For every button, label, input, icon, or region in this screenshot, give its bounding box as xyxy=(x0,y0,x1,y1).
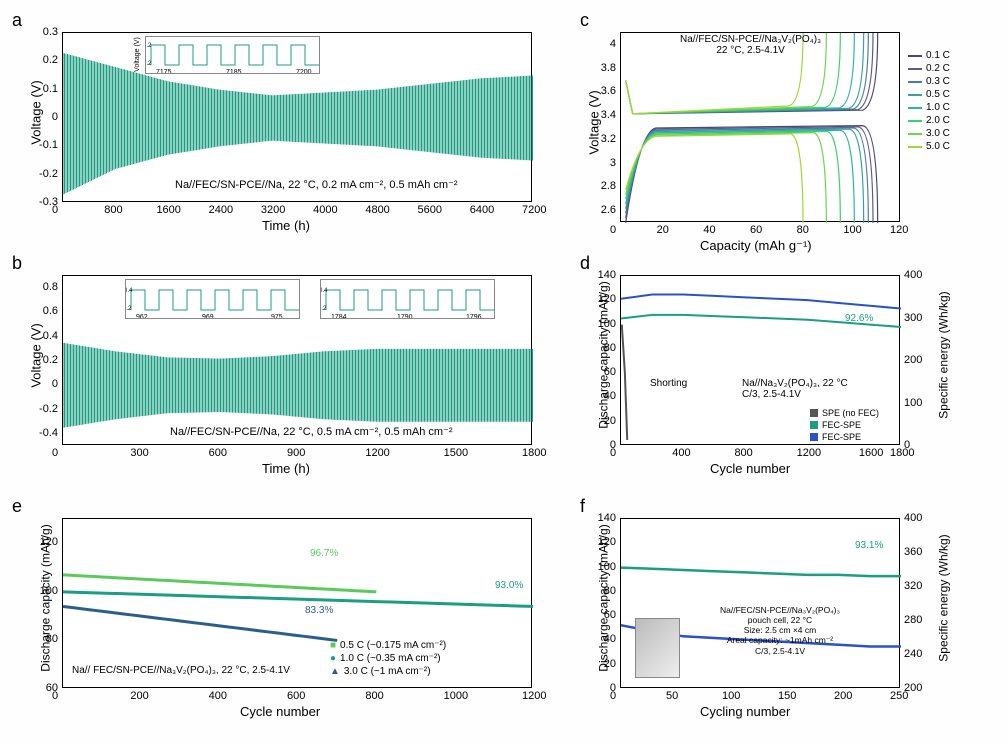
panel-label-c: c xyxy=(580,10,589,31)
panel-d-shorting: Shorting xyxy=(650,378,687,389)
svg-text:1796: 1796 xyxy=(466,314,482,318)
legend-text: 3.0 C (~1 mA cm⁻²) xyxy=(344,666,431,677)
panel-f-ylabel-right: Specific energy (Wh/kg) xyxy=(937,534,951,661)
panel-b-ylabel: Voltage (V) xyxy=(29,323,44,387)
panel-label-e: e xyxy=(12,496,22,517)
legend-text: 1.0 C (~0.35 mA cm⁻²) xyxy=(340,653,441,664)
panel-d-legend: SPE (no FEC) FEC-SPE FEC-SPE xyxy=(810,408,879,444)
panel-b-inset1: 962969975 Time (h) 0.4-0.2 xyxy=(125,279,300,319)
panel-a-annotation: Na//FEC/SN-PCE//Na, 22 °C, 0.2 mA cm⁻², … xyxy=(175,178,458,191)
panel-e-svg xyxy=(63,519,533,689)
panel-d-ylabel-right: Specific energy (Wh/kg) xyxy=(937,291,951,418)
legend-text: FEC-SPE xyxy=(822,432,861,442)
legend-text: 0.5 C xyxy=(926,89,950,100)
legend-text: 0.5 C (~0.175 mA cm⁻²) xyxy=(340,640,446,651)
panel-b-inset2: 178417901796 Time (h) 0.4-0.2 xyxy=(320,279,495,319)
svg-text:-0.2: -0.2 xyxy=(321,306,327,312)
svg-text:0.4: 0.4 xyxy=(126,288,133,294)
panel-c-svg xyxy=(621,33,901,223)
panel-f-retention: 93.1% xyxy=(855,540,883,551)
panel-b-xlabel: Time (h) xyxy=(262,461,310,476)
panel-a-xlabel: Time (h) xyxy=(262,218,310,233)
panel-e-xlabel: Cycle number xyxy=(240,704,320,719)
svg-text:7200: 7200 xyxy=(296,69,312,73)
legend-text: 0.3 C xyxy=(926,76,950,87)
svg-text:0.4: 0.4 xyxy=(321,288,328,294)
pouch-cell-image xyxy=(635,618,680,678)
panel-e-r05: 96.7% xyxy=(310,548,338,559)
panel-e-r30: 83.3% xyxy=(305,605,333,616)
panel-label-b: b xyxy=(12,253,22,274)
inset-ylabel: Voltage (V) xyxy=(134,37,141,72)
svg-text:-0.2: -0.2 xyxy=(126,306,132,312)
panel-a-inset: 717571857200 0.2-0.2 Voltage (V) xyxy=(145,36,320,74)
panel-d-retention: 92.6% xyxy=(845,313,873,324)
panel-d-xlabel: Cycle number xyxy=(710,461,790,476)
svg-text:0.2: 0.2 xyxy=(146,43,152,49)
panel-label-f: f xyxy=(580,496,585,517)
svg-text:975: 975 xyxy=(271,314,283,318)
panel-a-inset-svg: 7175 7185 7200 0.2 -0.2 xyxy=(146,37,319,73)
legend-text: 5.0 C xyxy=(926,141,950,152)
panel-c-plot xyxy=(620,32,900,222)
legend-text: SPE (no FEC) xyxy=(822,408,879,418)
panel-e-legend: ■0.5 C (~0.175 mA cm⁻²)●1.0 C (~0.35 mA … xyxy=(330,640,446,679)
panel-c-title: Na//FEC/SN-PCE//Na₃V₂(PO₄)₃ 22 °C, 2.5-4… xyxy=(680,34,821,56)
panel-b-annotation: Na//FEC/SN-PCE//Na, 22 °C, 0.5 mA cm⁻², … xyxy=(170,425,453,438)
legend-text: 0.1 C xyxy=(926,50,950,61)
panel-e-plot xyxy=(62,518,532,688)
panel-f-xlabel: Cycling number xyxy=(700,704,790,719)
legend-text: 0.2 C xyxy=(926,63,950,74)
panel-label-d: d xyxy=(580,253,590,274)
svg-text:969: 969 xyxy=(202,314,214,318)
panel-b-inset1-svg: 962969975 Time (h) 0.4-0.2 xyxy=(126,280,299,318)
svg-text:1790: 1790 xyxy=(397,314,413,318)
panel-c-xlabel: Capacity (mAh g⁻¹) xyxy=(700,238,812,254)
panel-c-ylabel: Voltage (V) xyxy=(587,90,602,154)
svg-text:962: 962 xyxy=(136,314,148,318)
legend-text: 3.0 C xyxy=(926,128,950,139)
panel-e-r10: 93.0% xyxy=(495,580,523,591)
legend-text: 2.0 C xyxy=(926,115,950,126)
legend-text: FEC-SPE xyxy=(822,420,861,430)
svg-text:7185: 7185 xyxy=(226,69,242,73)
svg-text:1784: 1784 xyxy=(331,314,347,318)
svg-text:-0.2: -0.2 xyxy=(146,61,152,67)
panel-label-a: a xyxy=(12,10,22,31)
panel-a-ylabel: Voltage (V) xyxy=(29,80,44,144)
panel-d-ann: Na//Na₃V₂(PO₄)₃, 22 °C C/3, 2.5-4.1V xyxy=(742,378,848,400)
panel-b-inset2-svg: 178417901796 Time (h) 0.4-0.2 xyxy=(321,280,494,318)
legend-text: 1.0 C xyxy=(926,102,950,113)
panel-e-annotation: Na// FEC/SN-PCE//Na₃V₂(PO₄)₃, 22 °C, 2.5… xyxy=(72,665,290,676)
panel-c-legend: 0.1 C 0.2 C 0.3 C 0.5 C 1.0 C 2.0 C 3.0 C 5.0 C xyxy=(908,50,950,154)
panel-f-ann: Na//FEC/SN-PCE//Na₃V₂(PO₄)₃ pouch cell, … xyxy=(720,605,840,656)
svg-text:7175: 7175 xyxy=(156,69,172,73)
